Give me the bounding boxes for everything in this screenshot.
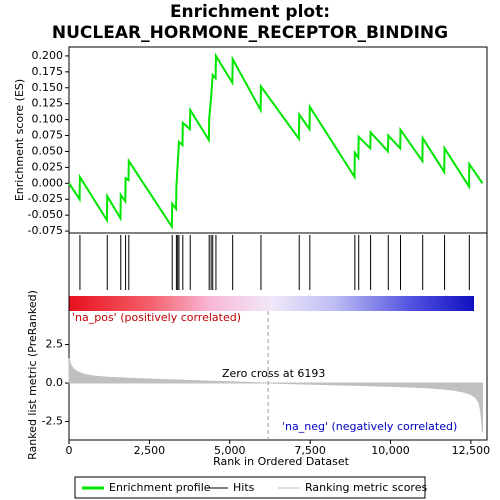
- neg-label: 'na_neg' (negatively correlated): [282, 420, 457, 433]
- y-tick-label: 0.075: [32, 129, 64, 142]
- chart-title-line2: NUCLEAR_HORMONE_RECEPTOR_BINDING: [52, 23, 448, 43]
- chart-title-line1: Enrichment plot:: [170, 2, 330, 22]
- y-tick-label: 0.175: [32, 65, 64, 78]
- y-axis-label: Enrichment score (ES): [13, 79, 26, 201]
- legend-label: Enrichment profile: [109, 481, 211, 494]
- y-tick-label: 0.025: [32, 160, 64, 173]
- metric-frame: [68, 232, 488, 441]
- metric-area: [68, 358, 483, 433]
- pos-label: 'na_pos' (positively correlated): [72, 311, 241, 324]
- legend: [74, 476, 426, 499]
- legend-label: Hits: [233, 481, 255, 494]
- y-tick-label: 2.5: [46, 338, 64, 351]
- y-tick-label: 0.000: [32, 176, 64, 189]
- x-tick-label: 12,500: [452, 444, 491, 457]
- y-tick-label: 0.150: [32, 81, 64, 94]
- y-tick-label: -0.050: [28, 208, 63, 221]
- x-tick-label: 10,000: [371, 444, 410, 457]
- x-tick-label: 2,500: [134, 444, 166, 457]
- y-tick-label: 0.050: [32, 144, 64, 157]
- x-axis-label: Rank in Ordered Dataset: [213, 455, 350, 468]
- y-tick-label: -2.5: [42, 415, 63, 428]
- x-tick-label: 0: [66, 444, 73, 457]
- y-axis-label: Ranked list metric (PreRanked): [26, 290, 39, 460]
- x-tick-label: 7,500: [294, 444, 326, 457]
- es-line: [68, 52, 484, 230]
- y-tick-label: 0.200: [32, 49, 64, 62]
- y-tick-label: 0.0: [46, 376, 64, 389]
- legend-label: Ranking metric scores: [305, 481, 427, 494]
- zero-cross-label: Zero cross at 6193: [222, 367, 325, 380]
- x-tick-label: 5,000: [214, 444, 246, 457]
- y-tick-label: 0.125: [32, 97, 64, 110]
- y-tick-label: 0.100: [32, 113, 64, 126]
- color-bar: [69, 296, 474, 311]
- y-tick-label: -0.075: [28, 224, 63, 237]
- y-tick-label: -0.025: [28, 192, 63, 205]
